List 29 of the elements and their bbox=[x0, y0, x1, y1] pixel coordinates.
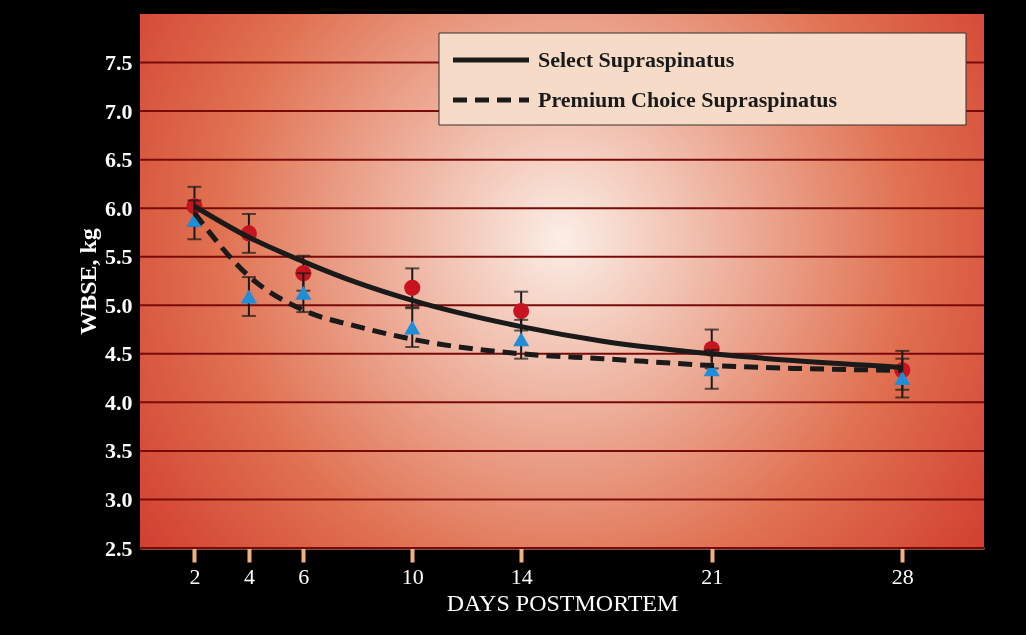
y-tick-label: 5.5 bbox=[105, 244, 133, 270]
x-tick-label: 21 bbox=[701, 563, 724, 589]
point bbox=[295, 285, 312, 300]
y-tick-label: 7.5 bbox=[105, 50, 133, 76]
y-tick-label: 6.0 bbox=[105, 195, 133, 221]
y-axis-title: WBSE, kg bbox=[75, 228, 101, 335]
legend-label: Select Supraspinatus bbox=[538, 47, 735, 72]
point bbox=[513, 332, 530, 347]
y-tick-label: 3.5 bbox=[105, 438, 133, 464]
point bbox=[513, 303, 530, 320]
point bbox=[240, 289, 257, 304]
point bbox=[894, 371, 911, 386]
point bbox=[404, 279, 421, 296]
x-axis-title: DAYS POSTMORTEM bbox=[446, 589, 679, 616]
point bbox=[404, 320, 421, 335]
y-tick-label: 3.0 bbox=[105, 486, 133, 512]
x-tick-label: 4 bbox=[243, 563, 255, 589]
y-tick-label: 4.5 bbox=[105, 341, 133, 367]
y-tick-label: 6.5 bbox=[105, 147, 133, 173]
x-tick-label: 6 bbox=[298, 563, 310, 589]
y-tick-label: 7.0 bbox=[105, 98, 133, 124]
y-tick-label: 4.0 bbox=[105, 389, 133, 415]
x-tick-label: 10 bbox=[401, 563, 424, 589]
x-tick-label: 14 bbox=[510, 563, 533, 589]
legend-label: Premium Choice Supraspinatus bbox=[538, 87, 838, 112]
x-tick-label: 2 bbox=[189, 563, 201, 589]
y-tick-label: 2.5 bbox=[105, 535, 133, 561]
x-tick-label: 28 bbox=[891, 563, 914, 589]
y-tick-label: 5.0 bbox=[105, 292, 133, 318]
